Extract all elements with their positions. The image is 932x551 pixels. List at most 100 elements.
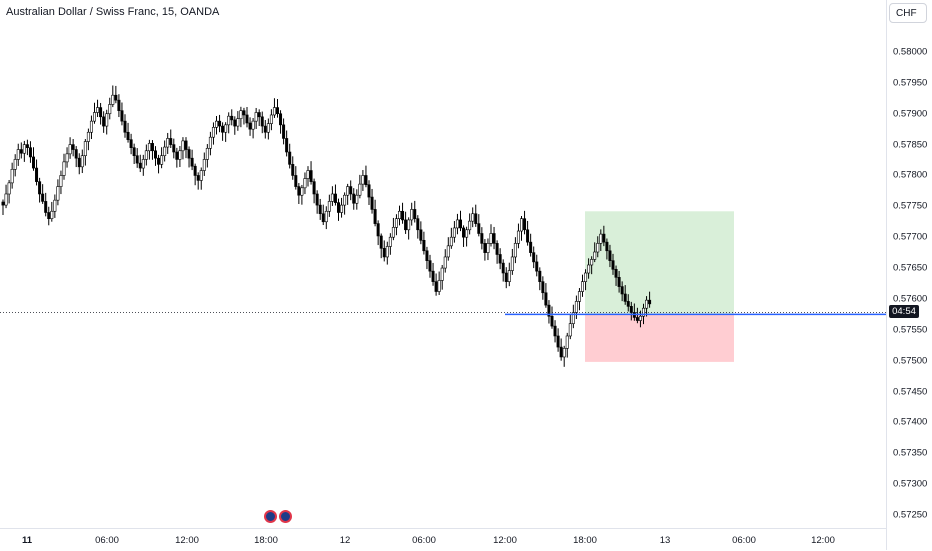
candle-body [275, 107, 279, 115]
currency-button[interactable]: CHF [889, 3, 927, 23]
candle-body [230, 115, 234, 121]
candle-body [355, 194, 359, 204]
candle-body [172, 144, 176, 153]
candle-body [96, 107, 100, 113]
y-tick-label: 0.57850 [893, 139, 928, 151]
candle-body [458, 219, 462, 229]
candle-body [120, 110, 124, 122]
y-tick-label: 0.57700 [893, 231, 928, 243]
candle-body [53, 199, 57, 212]
y-tick-label: 0.57900 [893, 108, 928, 120]
candle-body [504, 272, 508, 282]
candle-body [471, 213, 475, 222]
candle-body [245, 114, 249, 124]
candle-body [434, 281, 438, 292]
candle-body [367, 184, 371, 198]
candle-body [272, 107, 276, 116]
candle-body [605, 241, 609, 252]
candle-body [437, 280, 441, 292]
candle-body [416, 218, 420, 231]
candle-body [193, 165, 197, 176]
candle-body [260, 116, 264, 127]
candle-body [550, 315, 554, 327]
candle-body [638, 315, 642, 321]
y-tick-label: 0.57500 [893, 355, 928, 367]
candle-body [532, 252, 536, 263]
candle-body [483, 243, 487, 253]
candle-body [181, 140, 185, 152]
candle-body [199, 170, 203, 181]
chart-plot[interactable] [0, 0, 886, 528]
candle-body [443, 256, 447, 269]
candle-body [10, 168, 14, 184]
candle-body [1, 201, 5, 206]
candle-body [404, 219, 408, 231]
candle-body [568, 323, 572, 337]
loss-zone[interactable] [585, 314, 734, 362]
candle-body [16, 149, 20, 160]
au-flag-icon[interactable] [264, 510, 277, 523]
candle-body [541, 281, 545, 294]
candle-body [269, 114, 273, 124]
profit-zone[interactable] [585, 211, 734, 315]
candle-body [154, 150, 158, 159]
x-tick-label: 12:00 [175, 535, 199, 546]
candle-body [617, 277, 621, 287]
candle-body [449, 236, 453, 247]
candle-body [105, 113, 109, 127]
candle-body [501, 262, 505, 274]
candle-body [251, 120, 255, 130]
candle-body [440, 267, 444, 281]
candle-body [169, 138, 173, 145]
candle-body [388, 236, 392, 247]
candle-body [523, 218, 527, 231]
candle-body [349, 186, 353, 195]
candle-body [498, 254, 502, 264]
candle-body [361, 175, 365, 185]
candle-body [324, 210, 328, 223]
candle-body [620, 286, 624, 295]
candle-body [294, 175, 298, 187]
time-axis[interactable] [0, 528, 886, 551]
candle-body [77, 157, 81, 168]
candle-body [465, 229, 469, 238]
candle-body [565, 335, 569, 349]
candle-body [623, 293, 627, 302]
candle-body [510, 256, 514, 271]
candle-body [519, 218, 523, 232]
candle-body [468, 220, 472, 231]
au-flag-icon[interactable] [279, 510, 292, 523]
y-tick-label: 0.57800 [893, 169, 928, 181]
x-tick-label: 11 [21, 535, 33, 546]
candle-body [166, 138, 170, 148]
candle-body [108, 104, 112, 115]
candle-body [163, 146, 167, 157]
y-tick-label: 0.57300 [893, 478, 928, 490]
candle-body [559, 346, 563, 358]
candle-body [489, 233, 493, 244]
candle-body [68, 144, 72, 155]
candle-body [385, 246, 389, 258]
candle-body [254, 112, 258, 122]
candle-body [608, 250, 612, 261]
x-tick-label: 06:00 [412, 535, 436, 546]
candle-body [227, 115, 231, 126]
candle-body [422, 239, 426, 252]
price-axis[interactable] [886, 0, 932, 550]
candle-body [580, 281, 584, 292]
candle-body [242, 110, 246, 116]
candle-body [89, 120, 93, 133]
y-tick-label: 0.57950 [893, 77, 928, 89]
y-tick-label: 0.57250 [893, 509, 928, 521]
candle-body [556, 335, 560, 348]
x-tick-label: 12:00 [811, 535, 835, 546]
candle-body [279, 113, 283, 126]
y-tick-label: 0.58000 [893, 46, 928, 58]
candle-body [175, 151, 179, 160]
candle-body [86, 131, 90, 142]
candle-body [635, 317, 639, 321]
candle-body [315, 193, 319, 206]
candle-body [547, 304, 551, 317]
candle-body [25, 144, 29, 148]
candle-body [407, 219, 411, 231]
